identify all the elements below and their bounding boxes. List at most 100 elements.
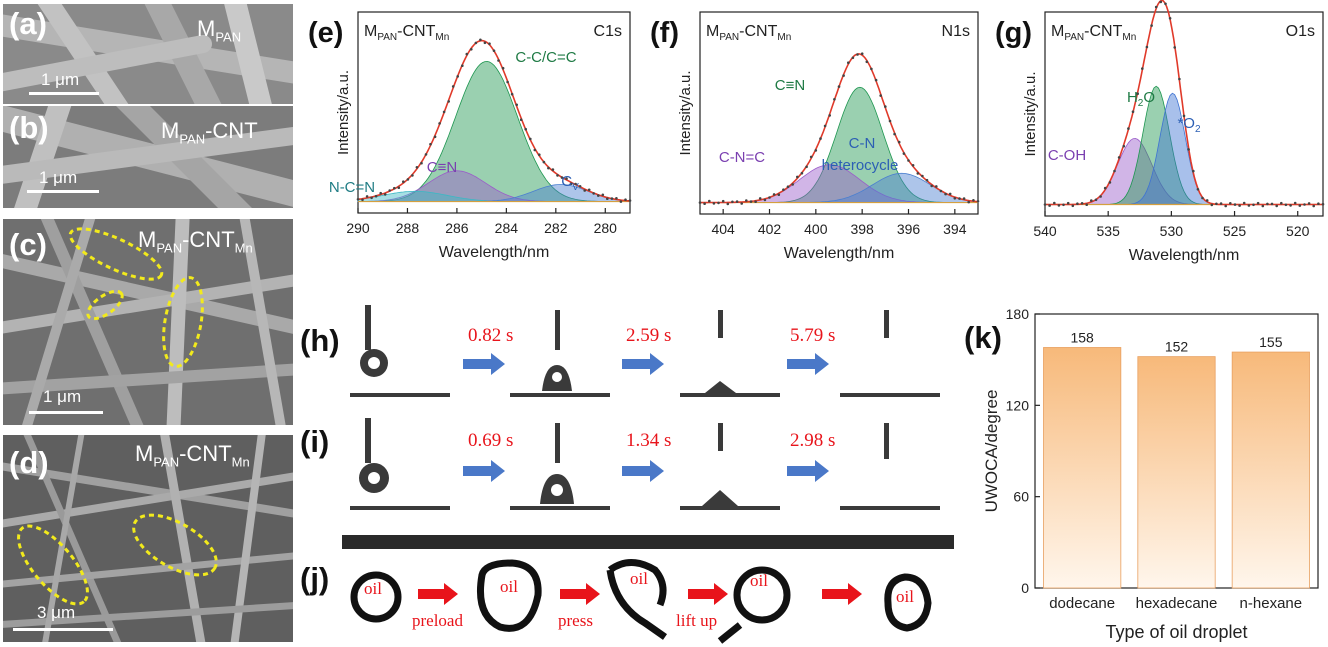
panel-label-c: (c) bbox=[9, 227, 47, 262]
substrate bbox=[680, 506, 780, 510]
data-point bbox=[515, 103, 518, 107]
data-point bbox=[1256, 201, 1260, 205]
data-point bbox=[1122, 144, 1126, 148]
data-point bbox=[1238, 204, 1241, 207]
oil-droplet bbox=[884, 573, 932, 632]
needle bbox=[884, 423, 889, 459]
data-point bbox=[967, 200, 970, 204]
x-tick-label: 286 bbox=[445, 220, 469, 236]
data-point bbox=[874, 78, 878, 82]
data-point bbox=[786, 185, 790, 188]
y-tick-label: 180 bbox=[1006, 306, 1030, 322]
data-point bbox=[1048, 204, 1051, 207]
data-point bbox=[1289, 204, 1292, 207]
data-point bbox=[1141, 67, 1144, 70]
x-tick-label: 280 bbox=[594, 220, 618, 236]
data-point bbox=[1233, 203, 1237, 206]
region-label: O1s bbox=[1286, 23, 1315, 40]
bar bbox=[1043, 347, 1122, 589]
region-label: N1s bbox=[942, 23, 970, 40]
data-point bbox=[902, 152, 906, 155]
data-point bbox=[939, 189, 943, 193]
x-tick-label: 398 bbox=[850, 221, 874, 237]
data-point bbox=[592, 192, 595, 195]
x-axis-label: Type of oil droplet bbox=[1105, 622, 1247, 642]
peak-label: C≡N bbox=[775, 77, 805, 94]
bar-value-label: 158 bbox=[1070, 329, 1094, 345]
data-point bbox=[601, 193, 605, 197]
x-tick-label: 520 bbox=[1286, 223, 1310, 239]
data-point bbox=[768, 196, 771, 199]
operation-label-preload: preload bbox=[412, 611, 463, 630]
data-point bbox=[1242, 201, 1246, 205]
xps-plot-g: 540 535 530 525 520 Wavelength/nm Intensity/a.… bbox=[995, 0, 1325, 264]
data-point bbox=[1252, 203, 1255, 207]
panel-label-k: (k) bbox=[964, 320, 1002, 355]
data-point bbox=[411, 174, 414, 177]
data-point bbox=[1103, 186, 1107, 190]
data-point bbox=[429, 142, 432, 146]
data-point bbox=[1275, 204, 1278, 208]
xps-plot-f: 404 402 400 398 396 394 Wavelength/nm Intensity… bbox=[650, 11, 980, 262]
data-point bbox=[1215, 202, 1218, 206]
sem-title-d: MPAN-CNTMn bbox=[135, 441, 250, 470]
data-point bbox=[777, 193, 781, 196]
panel-label-j: (j) bbox=[300, 561, 330, 596]
data-point bbox=[860, 52, 864, 55]
y-tick-label: 60 bbox=[1013, 489, 1029, 505]
data-point bbox=[456, 75, 459, 78]
substrate bbox=[680, 393, 780, 397]
bar bbox=[1137, 356, 1216, 589]
data-point bbox=[506, 80, 509, 84]
data-point bbox=[547, 166, 550, 170]
data-point bbox=[851, 56, 855, 60]
data-point bbox=[772, 193, 776, 196]
data-point bbox=[1113, 169, 1116, 173]
time-label-h1: 0.82 s bbox=[468, 325, 514, 346]
data-point bbox=[1303, 203, 1306, 206]
data-point bbox=[782, 188, 785, 191]
plot-frame bbox=[1044, 11, 1324, 217]
panel-label-h: (h) bbox=[300, 323, 340, 358]
time-label-i2: 1.34 s bbox=[626, 430, 672, 451]
data-point bbox=[370, 196, 373, 200]
x-tick-label: 282 bbox=[544, 220, 568, 236]
peak-label: N-C=N bbox=[329, 179, 375, 196]
peak-label: *O2 bbox=[1177, 115, 1201, 135]
data-point bbox=[578, 185, 582, 188]
plate-bar bbox=[342, 535, 954, 549]
sem-title-b: MPAN-CNT bbox=[161, 118, 258, 147]
time-label-h3: 5.79 s bbox=[790, 325, 836, 346]
data-point bbox=[1127, 127, 1130, 130]
data-point bbox=[1293, 201, 1297, 205]
data-point bbox=[1090, 199, 1093, 202]
oil-label-4: oil bbox=[750, 571, 768, 590]
x-tick-label: 530 bbox=[1160, 223, 1184, 239]
data-point bbox=[388, 189, 391, 192]
sequence-i-frames bbox=[350, 418, 940, 510]
oil-label-2: oil bbox=[500, 577, 518, 596]
time-label-i3: 2.98 s bbox=[790, 430, 836, 451]
data-point bbox=[907, 159, 910, 162]
data-point bbox=[438, 122, 441, 125]
x-tick-label: 540 bbox=[1033, 223, 1057, 239]
x-axis-label: Wavelength/nm bbox=[1129, 247, 1240, 264]
sem-title-c: MPAN-CNTMn bbox=[138, 227, 253, 256]
data-point bbox=[533, 148, 537, 152]
data-point bbox=[1094, 198, 1098, 202]
data-point bbox=[1298, 204, 1302, 207]
data-point bbox=[1066, 201, 1070, 205]
data-point bbox=[930, 184, 933, 188]
peak-label: C-N=C bbox=[719, 149, 765, 166]
oil-droplet bbox=[733, 566, 791, 624]
time-label-h2: 2.59 s bbox=[626, 325, 672, 346]
panel-title: MPAN-CNTMn bbox=[706, 23, 791, 43]
data-point bbox=[619, 200, 623, 203]
bar bbox=[1231, 351, 1310, 589]
x-tick-label: 402 bbox=[758, 221, 782, 237]
data-point bbox=[1224, 204, 1227, 208]
data-point bbox=[1261, 204, 1265, 208]
substrate bbox=[510, 393, 610, 397]
panel-label-i: (i) bbox=[300, 424, 330, 459]
data-point bbox=[1150, 24, 1153, 27]
